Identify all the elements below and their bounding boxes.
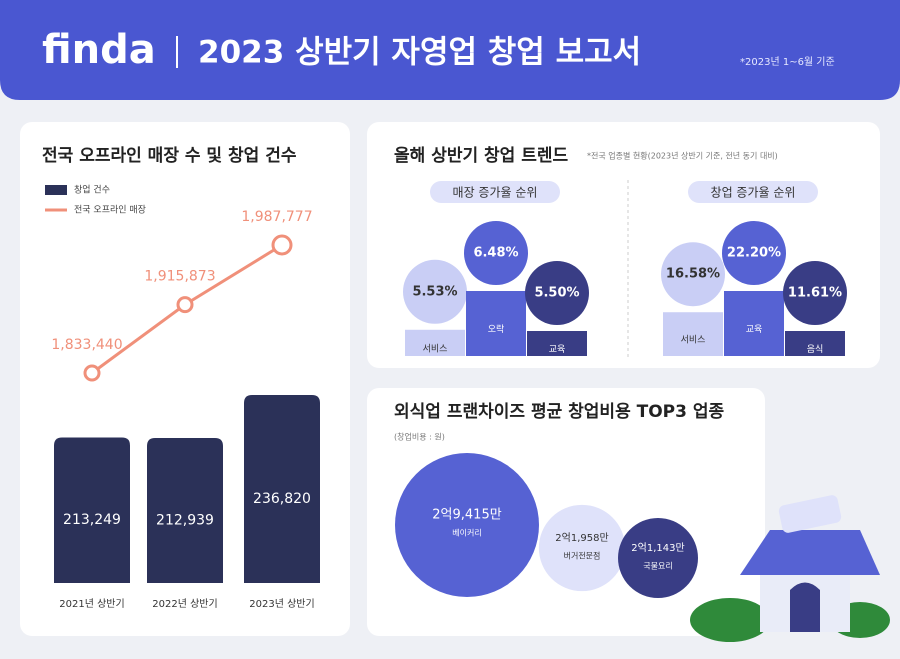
value-label: 2억9,415만 [432, 508, 501, 523]
value-label: 11.61% [788, 286, 842, 301]
bubble [722, 221, 786, 285]
bubble [783, 261, 847, 325]
value-label: 22.20% [727, 246, 781, 261]
legend-label: 전국 오프라인 매장 [74, 205, 146, 216]
bubble [538, 504, 626, 592]
value-label: 16.58% [666, 267, 720, 282]
category-label: 서비스 [681, 335, 706, 346]
bar [405, 329, 465, 356]
point-label: 1,987,777 [241, 209, 312, 225]
category-label: 서비스 [423, 343, 448, 354]
header-title: 2023 상반기 자영업 창업 보고서 [198, 35, 641, 71]
bar-label: 212,939 [156, 513, 214, 529]
panel-title: 외식업 프랜차이즈 평균 창업비용 TOP3 업종 [394, 402, 725, 422]
storefront-illustration [690, 495, 890, 642]
legend-swatch [45, 185, 67, 195]
category-label: 베이커리 [452, 528, 481, 538]
category-label: 버거전문점 [564, 551, 601, 561]
value-label: 5.53% [412, 284, 457, 299]
bubble [464, 221, 528, 285]
bar [785, 331, 845, 356]
panel-title: 전국 오프라인 매장 수 및 창업 건수 [42, 146, 297, 166]
panel-subtitle: (창업비용 : 원) [394, 433, 445, 442]
bar-label: 236,820 [253, 491, 311, 507]
category-label: 음식 [807, 344, 824, 355]
x-tick-label: 2022년 상반기 [152, 598, 217, 610]
bar [663, 312, 723, 356]
value-label: 6.48% [473, 246, 518, 261]
logo: finda [42, 27, 156, 73]
category-label: 국물요리 [643, 562, 672, 571]
pill [688, 181, 818, 203]
group-title: 창업 증가율 순위 [711, 186, 796, 200]
bar [54, 437, 130, 583]
bubble [618, 518, 698, 598]
bar [724, 291, 784, 356]
line-point [83, 364, 101, 382]
bar-label: 213,249 [63, 512, 121, 528]
bubble [395, 453, 539, 597]
point-label: 1,833,440 [51, 337, 122, 353]
x-tick-label: 2021년 상반기 [59, 598, 124, 610]
line-point [271, 234, 293, 256]
legend-label: 창업 건수 [74, 185, 110, 196]
point-label: 1,915,873 [144, 269, 215, 285]
bar [527, 331, 587, 356]
category-label: 오락 [488, 323, 505, 335]
value-label: 5.50% [534, 286, 579, 301]
category-label: 교육 [746, 324, 763, 335]
group-title: 매장 증가율 순위 [453, 186, 538, 200]
header-band [0, 0, 900, 100]
x-tick-label: 2023년 상반기 [249, 598, 314, 610]
bubble [661, 242, 725, 307]
line-point [176, 296, 194, 314]
pill [430, 181, 560, 203]
bubble [403, 259, 467, 324]
panel-title: 올해 상반기 창업 트렌드 [394, 146, 569, 166]
category-label: 교육 [549, 344, 566, 355]
bar [244, 395, 320, 583]
bar [466, 291, 526, 356]
bubble [525, 261, 589, 325]
value-label: 2억1,143만 [631, 542, 684, 554]
value-label: 2억1,958만 [555, 532, 608, 544]
panel-subtitle: *전국 업종별 현황(2023년 상반기 기준, 전년 동기 대비) [587, 151, 778, 161]
bar [147, 438, 223, 583]
header-note: *2023년 1~6월 기준 [740, 56, 835, 68]
